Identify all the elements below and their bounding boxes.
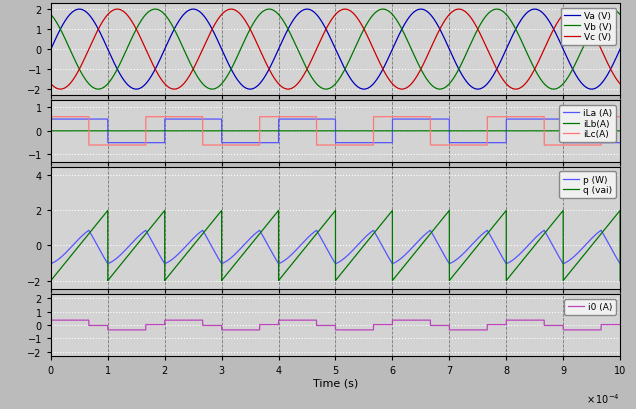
- iLc(A): [71, 115, 78, 120]
- i0 (A): [71, 318, 78, 323]
- q (vai): [616, 279, 624, 283]
- p (W): [586, 238, 594, 243]
- Text: $\times\,10^{-4}$: $\times\,10^{-4}$: [586, 391, 620, 405]
- q (vai): [47, 279, 55, 283]
- iLb(A): [81, 129, 89, 134]
- p (W): [326, 251, 333, 256]
- i0 (A): [81, 318, 89, 323]
- Va (V): [50, 42, 57, 47]
- i0 (A): [159, 322, 167, 327]
- p (W): [47, 262, 55, 267]
- i0 (A): [47, 318, 55, 323]
- iLb(A): [326, 129, 333, 134]
- Vc (V): [326, 22, 333, 27]
- iLc(A): [159, 115, 167, 120]
- q (vai): [158, 211, 166, 216]
- p (W): [158, 258, 166, 263]
- Va (V): [81, 9, 89, 14]
- iLb(A): [71, 129, 78, 134]
- q (vai): [71, 249, 78, 254]
- iLa (A): [159, 141, 167, 146]
- Line: Vb (V): Vb (V): [51, 10, 620, 90]
- Va (V): [47, 47, 55, 52]
- iLc(A): [81, 115, 89, 120]
- Vb (V): [586, 31, 594, 36]
- iLb(A): [586, 129, 594, 134]
- p (W): [427, 228, 434, 233]
- Legend: iLa (A), iLb(A), iLc(A): iLa (A), iLb(A), iLc(A): [560, 106, 616, 142]
- p (W): [616, 262, 624, 267]
- iLb(A): [47, 129, 55, 134]
- q (vai): [559, 209, 567, 213]
- iLc(A): [47, 115, 55, 120]
- q (vai): [50, 275, 57, 280]
- iLa (A): [586, 141, 594, 146]
- Va (V): [586, 87, 594, 92]
- Vb (V): [71, 58, 78, 63]
- q (vai): [326, 216, 333, 221]
- Line: Vc (V): Vc (V): [51, 10, 620, 90]
- Va (V): [616, 47, 624, 52]
- i0 (A): [326, 323, 333, 328]
- iLa (A): [47, 117, 55, 122]
- iLa (A): [50, 117, 57, 122]
- Vb (V): [326, 87, 333, 92]
- iLb(A): [50, 129, 57, 134]
- Legend: p (W), q (vai): p (W), q (vai): [560, 172, 616, 198]
- Line: iLa (A): iLa (A): [51, 120, 620, 143]
- q (vai): [586, 245, 594, 250]
- iLa (A): [616, 141, 624, 146]
- iLa (A): [104, 141, 112, 146]
- iLc(A): [616, 115, 624, 120]
- Va (V): [71, 9, 78, 14]
- Vb (V): [265, 8, 273, 13]
- Vc (V): [586, 25, 594, 29]
- Vc (V): [71, 76, 78, 81]
- X-axis label: Time (s): Time (s): [313, 378, 358, 388]
- Va (V): [76, 8, 83, 13]
- iLa (A): [71, 117, 78, 122]
- p (W): [50, 261, 57, 265]
- i0 (A): [616, 322, 624, 327]
- iLa (A): [81, 117, 89, 122]
- Vb (V): [50, 16, 57, 21]
- Vc (V): [616, 82, 624, 87]
- Line: Va (V): Va (V): [51, 10, 620, 90]
- i0 (A): [104, 328, 112, 333]
- iLa (A): [326, 117, 333, 122]
- Legend: Va (V), Vb (V), Vc (V): Va (V), Vb (V), Vc (V): [560, 9, 616, 45]
- Vb (V): [47, 13, 55, 18]
- Vb (V): [209, 88, 216, 92]
- Vc (V): [47, 82, 55, 87]
- Vb (V): [81, 77, 89, 82]
- Vc (V): [81, 56, 89, 61]
- Va (V): [588, 88, 595, 92]
- Va (V): [159, 52, 167, 57]
- Legend: i0 (A): i0 (A): [564, 299, 616, 315]
- Line: i0 (A): i0 (A): [51, 320, 620, 330]
- p (W): [81, 231, 89, 236]
- iLb(A): [616, 129, 624, 134]
- q (vai): [81, 236, 89, 241]
- Vb (V): [616, 13, 624, 18]
- iLc(A): [85, 143, 93, 148]
- iLb(A): [158, 129, 166, 134]
- Vc (V): [455, 8, 462, 13]
- iLc(A): [586, 143, 594, 148]
- Line: q (vai): q (vai): [51, 211, 620, 281]
- Line: p (W): p (W): [51, 231, 620, 264]
- iLc(A): [50, 115, 57, 120]
- Vc (V): [398, 88, 406, 92]
- Vc (V): [50, 85, 57, 90]
- i0 (A): [50, 318, 57, 323]
- i0 (A): [586, 328, 594, 333]
- p (W): [71, 242, 78, 247]
- Vc (V): [158, 79, 166, 84]
- Vb (V): [158, 11, 166, 16]
- Line: iLc(A): iLc(A): [51, 117, 620, 146]
- Va (V): [326, 34, 333, 39]
- iLc(A): [326, 143, 333, 148]
